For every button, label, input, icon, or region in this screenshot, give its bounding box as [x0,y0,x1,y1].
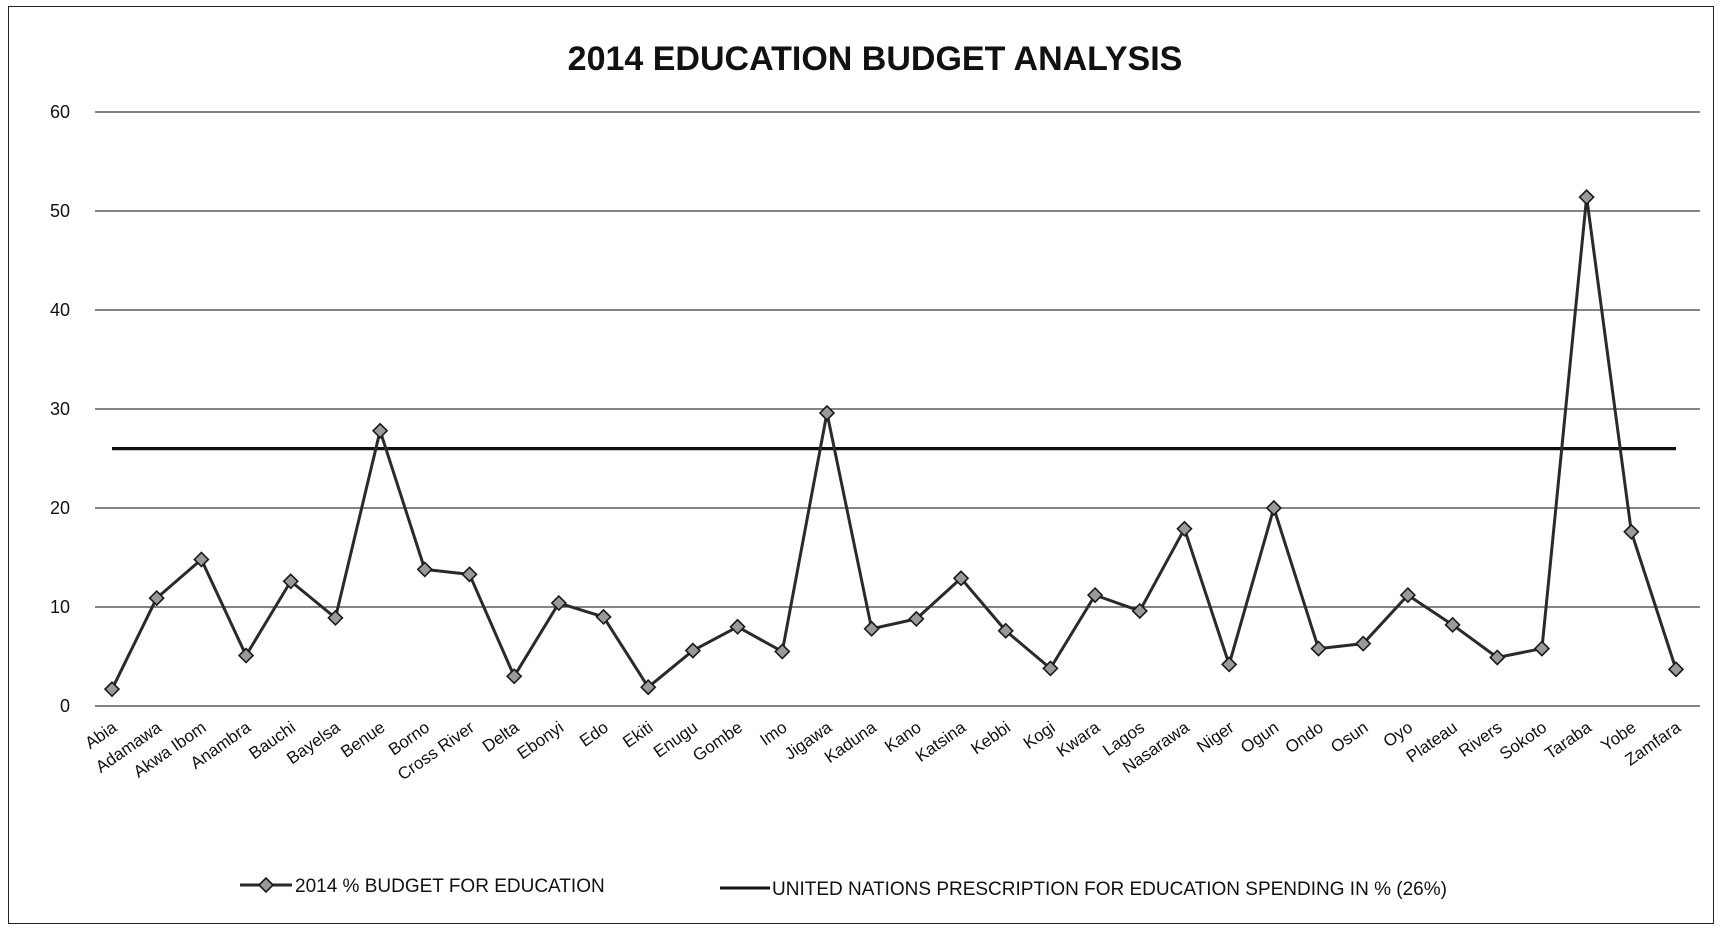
data-point-ondo [1310,640,1327,657]
y-tick-label: 30 [50,399,70,419]
legend-label-budget: 2014 % BUDGET FOR EDUCATION [295,876,605,897]
data-point-edo [595,608,612,626]
data-point-sokoto [1533,640,1551,657]
data-point-taraba [1578,189,1595,206]
data-point-rivers [1489,649,1506,666]
data-point-ekiti [640,679,657,696]
x-category-label: Ondo [1282,718,1327,757]
data-point-adamawa [148,589,165,607]
data-point-lagos [1131,602,1148,620]
data-point-yobe [1623,523,1640,540]
x-category-label: Kebbi [967,718,1014,759]
data-point-akwa-ibom [193,551,210,568]
y-axis-tick-labels: 0 10 20 30 40 50 60 [50,102,70,716]
x-category-label: Benue [337,718,388,762]
legend-item-budget: 2014 % BUDGET FOR EDUCATION [240,876,605,897]
data-point-anambra [237,647,255,664]
data-point-delta [506,668,523,685]
data-point-kebbi [997,622,1014,639]
data-point-katsina [952,570,970,587]
data-point-oyo [1399,586,1417,604]
x-category-label: Sokoto [1496,718,1550,764]
chart-title: 2014 EDUCATION BUDGET ANALYSIS [568,40,1183,78]
x-category-label: Taraba [1541,717,1595,763]
data-point-bauchi [282,573,299,590]
legend: 2014 % BUDGET FOR EDUCATION UNITED NATIO… [240,876,1447,900]
legend-item-un: UNITED NATIONS PRESCRIPTION FOR EDUCATIO… [720,879,1447,900]
y-tick-label: 60 [50,102,70,122]
data-point-kogi [1042,660,1059,677]
legend-label-un: UNITED NATIONS PRESCRIPTION FOR EDUCATIO… [772,879,1447,900]
data-point-plateau [1444,616,1461,633]
x-category-label: Kaduna [821,717,880,766]
y-tick-label: 40 [50,300,70,320]
chart-frame [8,6,1714,924]
y-tick-label: 20 [50,498,70,518]
data-point-imo [774,643,791,660]
data-point-enugu [684,642,702,659]
data-point-kaduna [863,620,880,637]
x-category-label: Plateau [1403,718,1461,767]
x-category-label: Gombe [689,718,746,766]
data-point-jigawa [818,404,836,422]
data-point-niger [1221,656,1238,673]
series-layer [103,189,1685,698]
data-point-zamfara [1667,661,1685,678]
data-point-ebonyi [550,594,567,612]
x-category-label: Ebonyi [514,718,567,763]
legend-swatch-budget-marker [257,876,275,894]
gridlines [95,111,1700,707]
data-point-kwara [1086,586,1104,604]
y-tick-label: 10 [50,597,70,617]
x-category-label: Edo [576,718,612,751]
x-category-label: Katsina [912,717,970,765]
x-category-label: Kogi [1020,718,1059,753]
x-category-label: Niger [1193,718,1237,757]
x-category-label: Kwara [1053,717,1104,761]
data-point-benue [371,422,389,439]
x-category-label: Ogun [1237,718,1282,757]
x-category-label: Rivers [1455,718,1505,761]
data-point-bayelsa [327,609,344,627]
data-point-cross-river [461,566,478,583]
y-tick-label: 50 [50,201,70,221]
data-point-borno [416,561,433,578]
data-point-kano [908,610,925,628]
data-point-ogun [1265,499,1282,517]
data-point-abia [103,681,121,698]
x-category-label: Osun [1327,718,1371,757]
data-point-nasarawa [1176,520,1193,537]
data-point-gombe [729,618,746,635]
y-tick-label: 0 [60,696,70,716]
data-point-osun [1355,635,1372,652]
series-line-budget [110,195,1678,690]
